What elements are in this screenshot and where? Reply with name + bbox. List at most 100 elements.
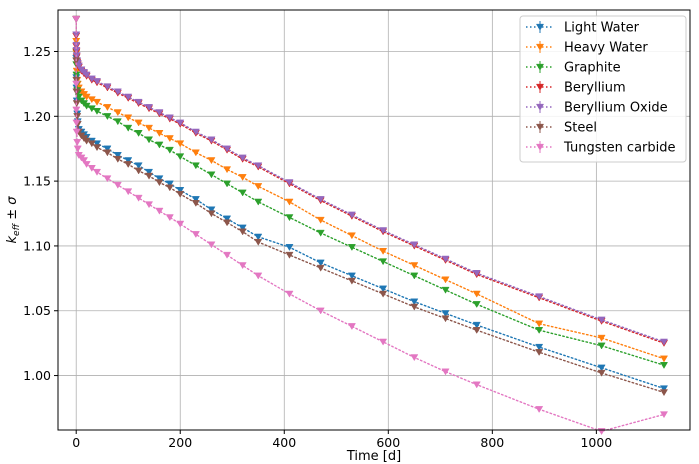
data-point	[103, 175, 112, 183]
series-beryllium-oxide	[72, 15, 669, 346]
data-point	[472, 327, 481, 334]
data-point	[410, 272, 419, 280]
x-tick-label: 200	[168, 435, 192, 450]
data-point	[155, 175, 164, 183]
data-point	[472, 290, 481, 298]
data-point	[410, 241, 419, 249]
data-point	[92, 98, 102, 106]
data-point	[223, 145, 232, 153]
y-tick-label: 1.25	[23, 44, 51, 59]
data-point	[316, 259, 325, 267]
y-axis-label: keff ± σ	[5, 196, 22, 244]
data-point	[285, 290, 294, 298]
data-point	[165, 214, 174, 222]
data-point	[472, 270, 481, 277]
data-point	[134, 167, 143, 175]
data-point	[223, 180, 232, 188]
data-point	[74, 62, 83, 70]
data-point	[347, 277, 356, 285]
data-point	[441, 368, 450, 376]
data-point	[410, 303, 419, 311]
data-point	[659, 411, 669, 419]
data-point	[103, 113, 112, 121]
series-tungsten-carbide	[72, 15, 669, 436]
legend-entry: Light Water	[526, 21, 640, 36]
data-point	[316, 264, 325, 272]
data-point	[155, 141, 164, 149]
data-point	[176, 187, 185, 194]
data-point	[207, 210, 216, 218]
data-point	[144, 168, 154, 176]
data-point	[73, 113, 82, 121]
data-point	[238, 224, 247, 232]
data-point	[92, 107, 102, 115]
data-point	[72, 106, 81, 114]
data-point	[87, 140, 96, 148]
data-point	[72, 128, 81, 136]
legend: Light Water Heavy Water Graphite Beryllium B…	[519, 15, 687, 163]
data-point	[124, 114, 133, 122]
data-point	[254, 183, 263, 191]
data-point	[134, 162, 143, 170]
data-point	[191, 128, 200, 136]
data-point	[113, 152, 122, 159]
data-point	[191, 149, 200, 157]
data-point	[316, 216, 325, 224]
data-point	[285, 244, 294, 251]
data-point	[347, 244, 356, 251]
data-point	[165, 135, 174, 143]
data-point	[285, 214, 294, 222]
data-point	[223, 215, 232, 223]
y-tick-label: 1.15	[23, 174, 51, 189]
data-point	[207, 171, 216, 179]
data-point	[103, 149, 112, 157]
legend-label: Tungsten carbide	[563, 141, 676, 156]
data-point	[254, 238, 263, 246]
data-point	[191, 231, 200, 238]
data-point	[113, 118, 122, 126]
data-point	[124, 188, 133, 196]
data-point	[238, 189, 247, 197]
data-point	[223, 219, 232, 227]
data-point	[535, 320, 544, 328]
data-point	[535, 293, 544, 301]
legend-label: Light Water	[564, 21, 640, 36]
data-point	[176, 119, 185, 127]
data-point	[441, 315, 450, 323]
data-point	[103, 104, 112, 111]
data-point	[441, 310, 450, 318]
data-point	[410, 262, 419, 270]
data-point	[176, 153, 185, 161]
data-point	[113, 109, 122, 117]
data-point	[144, 172, 154, 180]
data-point	[92, 168, 102, 176]
legend-entry: Graphite	[526, 61, 621, 76]
data-point	[347, 232, 356, 240]
data-point	[124, 157, 133, 165]
data-point	[441, 286, 450, 294]
data-point	[82, 161, 91, 168]
data-point	[155, 179, 164, 187]
data-point	[165, 184, 174, 192]
legend-label: Heavy Water	[564, 41, 648, 56]
y-tick-label: 1.05	[23, 303, 51, 318]
data-point	[191, 162, 200, 170]
data-point	[410, 298, 419, 306]
data-point	[379, 227, 388, 235]
data-point	[79, 157, 89, 165]
data-point	[223, 251, 232, 259]
data-point	[410, 354, 419, 362]
x-tick-label: 0	[72, 435, 80, 450]
data-point	[316, 229, 325, 237]
data-point	[659, 385, 669, 393]
data-point	[535, 343, 544, 351]
data-point	[285, 251, 294, 259]
data-point	[472, 381, 481, 389]
data-point	[254, 233, 263, 241]
data-point	[441, 276, 450, 284]
data-point	[597, 369, 606, 377]
data-point	[316, 196, 325, 203]
y-tick-label: 1.10	[23, 238, 51, 253]
data-point	[103, 145, 112, 153]
data-point	[165, 114, 174, 122]
